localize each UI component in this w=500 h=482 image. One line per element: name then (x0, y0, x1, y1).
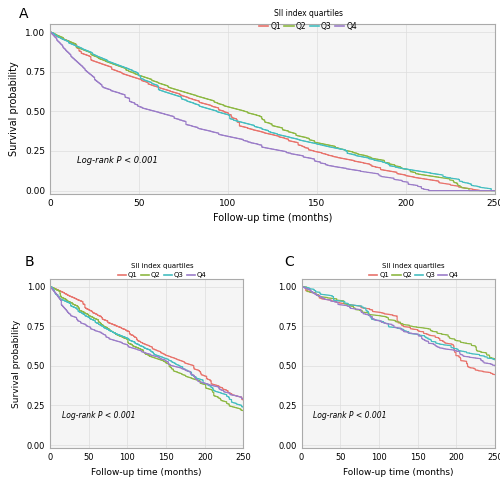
Text: C: C (284, 255, 294, 269)
X-axis label: Follow-up time (months): Follow-up time (months) (343, 468, 454, 477)
Text: Log-rank P < 0.001: Log-rank P < 0.001 (76, 156, 158, 165)
X-axis label: Follow-up time (months): Follow-up time (months) (92, 468, 202, 477)
Legend: Q1, Q2, Q3, Q4: Q1, Q2, Q3, Q4 (366, 260, 461, 281)
X-axis label: Follow-up time (months): Follow-up time (months) (213, 213, 332, 223)
Text: Log-rank P < 0.001: Log-rank P < 0.001 (313, 411, 386, 420)
Legend: Q1, Q2, Q3, Q4: Q1, Q2, Q3, Q4 (115, 260, 210, 281)
Text: A: A (19, 7, 28, 21)
Y-axis label: Survival probability: Survival probability (12, 319, 21, 408)
Y-axis label: Survival probability: Survival probability (10, 62, 20, 156)
Text: B: B (25, 255, 34, 269)
Legend: Q1, Q2, Q3, Q4: Q1, Q2, Q3, Q4 (256, 6, 360, 34)
Text: Log-rank P < 0.001: Log-rank P < 0.001 (62, 411, 135, 420)
